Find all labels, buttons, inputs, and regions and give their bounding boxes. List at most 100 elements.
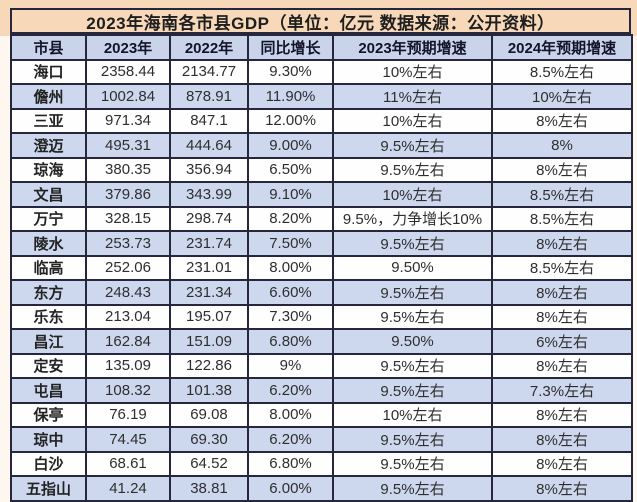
table-cell: 248.43 [85, 279, 171, 306]
table-cell: 9.5%左右 [332, 303, 493, 330]
table-cell: 9.5%左右 [332, 450, 493, 477]
table-row: 定安 135.09 122.86 9% 9.5%左右 8%左右 [10, 352, 633, 379]
table-cell-city: 文昌 [10, 181, 87, 208]
table-cell: 8%左右 [491, 107, 633, 134]
table-cell: 9% [247, 352, 334, 379]
table-cell: 2358.44 [85, 58, 171, 85]
table-cell: 135.09 [85, 352, 171, 379]
header-cell-city: 市县 [10, 34, 87, 61]
table-cell: 10%左右 [332, 107, 493, 134]
table-row: 陵水 253.73 231.74 7.50% 9.5%左右 8%左右 [10, 230, 633, 257]
table-cell-city: 乐东 [10, 303, 87, 330]
table-cell: 6.00% [247, 475, 334, 502]
table-cell-city: 五指山 [10, 475, 87, 502]
gdp-table-body: 海口 2358.44 2134.77 9.30% 10%左右 8.5%左右 儋州 1002.8… [10, 58, 633, 502]
table-cell: 495.31 [85, 132, 171, 159]
table-cell-city: 陵水 [10, 230, 87, 257]
table-row: 琼中 74.45 69.30 6.20% 9.5%左右 8%左右 [10, 426, 633, 453]
table-cell: 74.45 [85, 426, 171, 453]
table-cell-city: 保亭 [10, 401, 87, 428]
table-cell: 380.35 [85, 156, 171, 183]
header-cell-yoy-growth: 同比增长 [247, 34, 334, 61]
table-row: 屯昌 108.32 101.38 6.20% 9.5%左右 7.3%左右 [10, 377, 633, 404]
table-cell: 878.91 [169, 83, 249, 110]
table-cell: 8%左右 [491, 426, 633, 453]
table-cell: 231.34 [169, 279, 249, 306]
table-cell: 253.73 [85, 230, 171, 257]
table-cell: 847.1 [169, 107, 249, 134]
table-row: 澄迈 495.31 444.64 9.00% 9.5%左右 8% [10, 132, 633, 159]
table-cell: 6.20% [247, 377, 334, 404]
table-cell: 7.3%左右 [491, 377, 633, 404]
table-cell-city: 定安 [10, 352, 87, 379]
table-cell: 6.80% [247, 328, 334, 355]
table-cell: 10%左右 [332, 181, 493, 208]
table-cell: 9.5%左右 [332, 475, 493, 502]
table-cell: 8.00% [247, 254, 334, 281]
header-row: 市县 2023年 2022年 同比增长 2023年预期增速 2024年预期增速 [10, 34, 633, 61]
table-cell: 10%左右 [491, 83, 633, 110]
table-cell: 11%左右 [332, 83, 493, 110]
table-cell: 8%左右 [491, 352, 633, 379]
table-cell: 151.09 [169, 328, 249, 355]
table-cell: 8%左右 [491, 156, 633, 183]
table-cell: 8%左右 [491, 401, 633, 428]
table-cell: 379.86 [85, 181, 171, 208]
table-row: 东方 248.43 231.34 6.60% 9.5%左右 8%左右 [10, 279, 633, 306]
table-cell: 9.50% [332, 254, 493, 281]
table-cell: 101.38 [169, 377, 249, 404]
table-cell: 6.60% [247, 279, 334, 306]
table-cell: 298.74 [169, 205, 249, 232]
table-row: 白沙 68.61 64.52 6.80% 9.5%左右 8%左右 [10, 450, 633, 477]
table-cell: 12.00% [247, 107, 334, 134]
table-cell: 10%左右 [332, 401, 493, 428]
table-cell: 8%左右 [491, 450, 633, 477]
table-cell-city: 琼中 [10, 426, 87, 453]
table-cell: 8.5%左右 [491, 58, 633, 85]
table-cell-city: 屯昌 [10, 377, 87, 404]
header-cell-2023-expected: 2023年预期增速 [332, 34, 493, 61]
table-cell: 6.80% [247, 450, 334, 477]
table-cell: 8% [491, 132, 633, 159]
table-cell: 8.5%左右 [491, 205, 633, 232]
table-cell: 9.5%，力争增长10% [332, 205, 493, 232]
table-cell: 9.50% [332, 328, 493, 355]
table-cell: 9.10% [247, 181, 334, 208]
table-cell: 10%左右 [332, 58, 493, 85]
table-cell: 9.5%左右 [332, 426, 493, 453]
table-cell: 9.5%左右 [332, 279, 493, 306]
table-cell: 9.5%左右 [332, 156, 493, 183]
gdp-table: 市县 2023年 2022年 同比增长 2023年预期增速 2024年预期增速 … [10, 34, 633, 502]
table-cell: 8.5%左右 [491, 181, 633, 208]
table-row: 五指山 41.24 38.81 6.00% 9.5%左右 8%左右 [10, 475, 633, 502]
table-cell: 122.86 [169, 352, 249, 379]
table-cell-city: 三亚 [10, 107, 87, 134]
table-cell-city: 昌江 [10, 328, 87, 355]
table-cell: 7.30% [247, 303, 334, 330]
table-cell: 38.81 [169, 475, 249, 502]
table-row: 琼海 380.35 356.94 6.50% 9.5%左右 8%左右 [10, 156, 633, 183]
table-cell: 8%左右 [491, 230, 633, 257]
table-row: 万宁 328.15 298.74 8.20% 9.5%，力争增长10% 8.5%左右 [10, 205, 633, 232]
table-cell: 6%左右 [491, 328, 633, 355]
table-cell: 9.5%左右 [332, 377, 493, 404]
table-cell: 68.61 [85, 450, 171, 477]
table-cell: 69.30 [169, 426, 249, 453]
table-cell: 328.15 [85, 205, 171, 232]
table-cell: 41.24 [85, 475, 171, 502]
table-cell: 6.20% [247, 426, 334, 453]
table-cell: 9.5%左右 [332, 230, 493, 257]
table-cell: 162.84 [85, 328, 171, 355]
header-cell-2022: 2022年 [169, 34, 249, 61]
table-cell: 11.90% [247, 83, 334, 110]
table-cell: 231.74 [169, 230, 249, 257]
table-cell: 1002.84 [85, 83, 171, 110]
table-cell: 252.06 [85, 254, 171, 281]
table-cell: 8.00% [247, 401, 334, 428]
table-cell-city: 澄迈 [10, 132, 87, 159]
table-row: 三亚 971.34 847.1 12.00% 10%左右 8%左右 [10, 107, 633, 134]
table-cell: 9.30% [247, 58, 334, 85]
table-cell: 8%左右 [491, 303, 633, 330]
table-cell-city: 琼海 [10, 156, 87, 183]
